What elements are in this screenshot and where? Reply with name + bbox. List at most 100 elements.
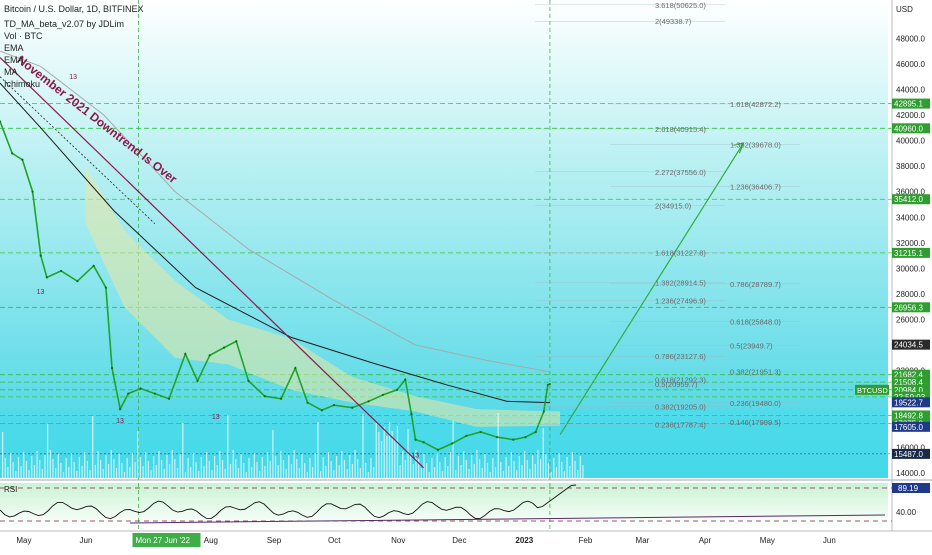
volume-bar	[399, 465, 401, 478]
volume-bar	[545, 454, 547, 478]
volume-bar	[402, 451, 404, 478]
volume-bar	[304, 463, 306, 478]
price-tick-4: 40000.0	[896, 137, 925, 146]
indicator-ema-1[interactable]: EMA	[4, 43, 24, 53]
volume-bar	[203, 466, 205, 478]
price-badge-bg-0	[892, 98, 930, 109]
volume-bar	[229, 464, 232, 478]
price-point-44	[542, 410, 545, 413]
rsi-current: 89.19	[898, 484, 919, 493]
volume-bar	[526, 460, 528, 478]
volume-bar	[547, 463, 550, 478]
volume-bar	[333, 470, 335, 478]
volume-bar	[68, 467, 70, 478]
volume-bar	[216, 465, 218, 478]
price-point-34	[414, 438, 417, 441]
volume-bar	[267, 452, 269, 478]
time-cursor-bg	[132, 533, 201, 547]
indicator-ma[interactable]: MA	[4, 67, 18, 77]
volume-bar	[463, 451, 465, 478]
price-point-3	[31, 190, 34, 193]
volume-bar	[579, 456, 581, 478]
price-point-37	[451, 442, 454, 445]
volume-bar	[433, 467, 436, 478]
price-badge-bg-6	[892, 369, 930, 380]
volume-bar	[444, 457, 446, 478]
volume-bar	[563, 471, 565, 478]
price-badge-6: 21682.4	[894, 371, 923, 380]
volume-bar	[245, 472, 247, 478]
price-badge-bg-5	[892, 339, 930, 350]
volume-bar	[582, 465, 584, 478]
volume-bar	[219, 451, 221, 478]
price-badge-bg-1	[892, 123, 930, 134]
volume-bar	[105, 455, 107, 478]
volume-bar	[412, 464, 414, 478]
fib-label-16: 0.618(21292.3)	[655, 376, 706, 385]
volume-bar	[261, 457, 263, 478]
price-point-9	[104, 286, 108, 289]
price-point-8	[92, 264, 95, 267]
volume-bar	[325, 466, 327, 478]
volume-bar	[370, 458, 372, 478]
volume-bar	[2, 432, 4, 478]
volume-bar	[62, 472, 65, 478]
price-point-26	[320, 409, 323, 412]
volume-bar	[365, 463, 367, 478]
indicator-ema-2[interactable]: EMA	[4, 55, 24, 65]
price-point-30	[381, 393, 384, 397]
volume-bar	[553, 458, 555, 478]
volume-bars	[2, 413, 584, 478]
volume-bar	[97, 451, 99, 478]
price-point-21	[247, 379, 250, 382]
volume-bar	[184, 472, 187, 478]
volume-bar	[513, 461, 515, 478]
volume-bar	[489, 472, 491, 478]
indicator-volume[interactable]: Vol · BTC	[4, 31, 43, 41]
volume-bar	[47, 424, 49, 478]
price-point-31	[396, 388, 399, 391]
volume-bar	[179, 454, 181, 478]
volume-bar	[240, 454, 242, 478]
price-point-29	[367, 400, 370, 403]
volume-bar	[500, 462, 502, 478]
fib-label-20: 0.236(17787.4)	[655, 420, 706, 429]
volume-bar	[182, 423, 184, 478]
volume-bar	[153, 456, 155, 478]
volume-bar	[516, 470, 518, 478]
volume-bar	[542, 428, 544, 478]
volume-bar	[269, 461, 271, 478]
price-point-11	[119, 407, 122, 411]
fib-label-7: 2(34915.0)	[655, 202, 692, 211]
price-point-6	[60, 269, 63, 273]
volume-bar	[455, 470, 457, 478]
volume-bar	[428, 472, 430, 478]
td-marker-2: 13	[212, 414, 220, 421]
price-tick-6: 36000.0	[896, 188, 925, 197]
volume-bar	[494, 467, 497, 478]
indicator-ichimoku[interactable]: Ichimoku	[4, 79, 41, 89]
volume-bar	[481, 468, 483, 478]
volume-bar	[41, 469, 43, 478]
fib-label-2: 1.618(42872.2)	[730, 100, 781, 109]
price-badge-bg-2	[892, 194, 930, 205]
volume-bar	[208, 461, 210, 478]
price-tick-7: 34000.0	[896, 213, 925, 222]
volume-bar	[569, 466, 571, 478]
indicator-td-ma[interactable]: TD_MA_beta_v2.07 by JDLim	[4, 19, 125, 29]
volume-bar	[418, 459, 420, 478]
volume-bar	[23, 452, 25, 478]
volume-bar	[497, 413, 499, 478]
rsi-label: RSI	[4, 485, 17, 494]
volume-bar	[341, 451, 343, 478]
volume-bar	[86, 461, 88, 478]
volume-bar	[280, 451, 282, 478]
volume-bar	[147, 461, 149, 478]
volume-bar	[335, 456, 338, 478]
volume-bar	[155, 465, 157, 478]
volume-bar	[558, 453, 560, 478]
volume-bar	[49, 450, 51, 478]
volume-bar	[317, 422, 319, 478]
fib-label-9: 1.382(28914.5)	[655, 278, 706, 287]
